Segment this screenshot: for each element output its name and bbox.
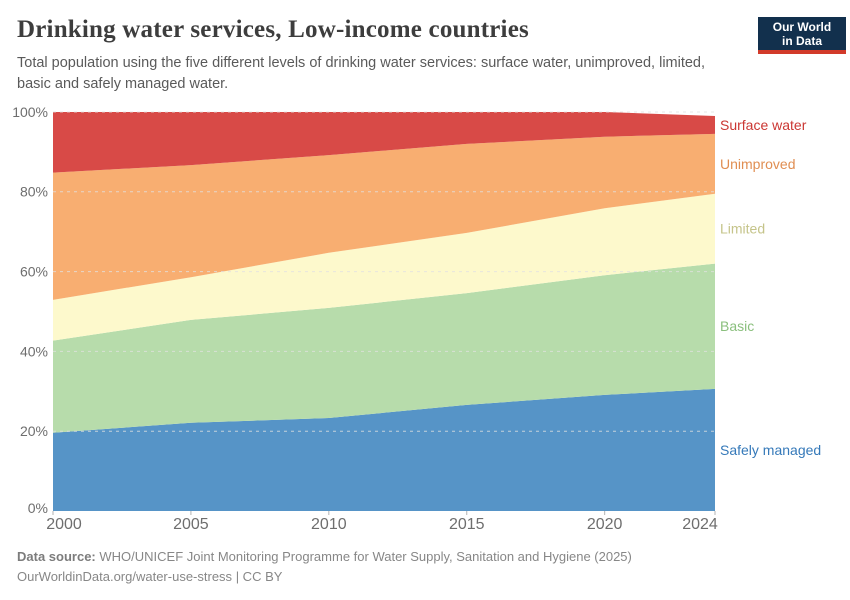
x-tick-label-2000: 2000: [46, 516, 82, 533]
series-label-unimproved[interactable]: Unimproved: [720, 156, 795, 172]
x-tick-label-2020: 2020: [587, 516, 623, 533]
source-text: WHO/UNICEF Joint Monitoring Programme fo…: [99, 549, 632, 564]
logo-line-2: in Data: [781, 34, 822, 48]
chart-footer: Data source: WHO/UNICEF Joint Monitoring…: [17, 547, 817, 587]
footer-attribution-line: OurWorldinData.org/water-use-stress | CC…: [17, 567, 817, 587]
page-title: Drinking water services, Low-income coun…: [17, 16, 529, 43]
y-tick-label-60: 60%: [20, 264, 48, 280]
y-tick-label-0: 0%: [28, 500, 48, 516]
series-label-limited[interactable]: Limited: [720, 221, 765, 237]
x-tick-label-2005: 2005: [173, 516, 209, 533]
footer-source-line: Data source: WHO/UNICEF Joint Monitoring…: [17, 547, 817, 567]
source-label: Data source:: [17, 549, 96, 564]
x-tick-label-2015: 2015: [449, 516, 485, 533]
y-tick-label-80: 80%: [20, 184, 48, 200]
chart-subtitle: Total population using the five differen…: [17, 55, 706, 92]
y-tick-label-40: 40%: [20, 343, 48, 359]
x-tick-label-2010: 2010: [311, 516, 347, 533]
owid-logo[interactable]: Our World in Data: [758, 17, 846, 54]
y-tick-label-100: 100%: [12, 104, 48, 120]
y-tick-label-20: 20%: [20, 423, 48, 439]
area-basic[interactable]: [53, 263, 715, 433]
logo-line-1: Our World: [772, 20, 832, 34]
area-surface-water[interactable]: [53, 112, 715, 173]
series-label-safely-managed[interactable]: Safely managed: [720, 442, 821, 458]
area-unimproved[interactable]: [53, 133, 715, 300]
series-label-surface-water[interactable]: Surface water: [720, 117, 807, 133]
series-label-basic[interactable]: Basic: [720, 318, 754, 334]
attribution-link[interactable]: OurWorldinData.org/water-use-stress: [17, 569, 233, 584]
area-safely-managed[interactable]: [53, 388, 715, 511]
attribution-license: | CC BY: [235, 569, 283, 584]
x-tick-label-2024: 2024: [682, 516, 718, 533]
area-limited[interactable]: [53, 193, 715, 341]
